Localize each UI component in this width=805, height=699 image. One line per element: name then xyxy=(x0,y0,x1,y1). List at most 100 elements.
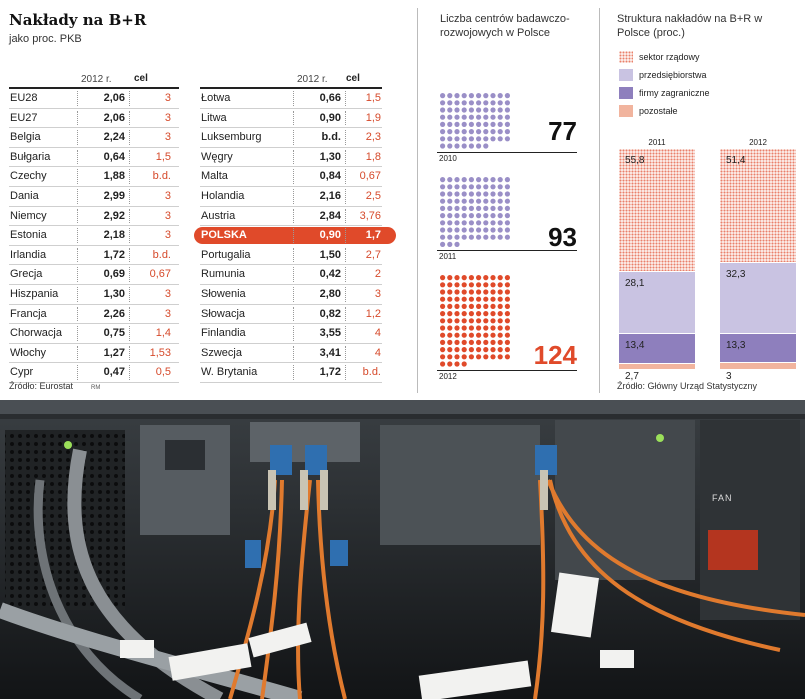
column-separator xyxy=(129,228,130,243)
column-separator xyxy=(129,365,130,380)
country-name: Czechy xyxy=(10,170,47,183)
bar-segment xyxy=(619,364,695,369)
column-separator xyxy=(293,91,294,106)
table-row: W. Brytania 1,72 b.d. xyxy=(200,363,382,383)
target-value: 1,5 xyxy=(365,92,381,104)
column-separator xyxy=(77,345,78,361)
center-dot xyxy=(440,282,446,288)
center-count: 93 xyxy=(548,222,577,252)
table-row: Finlandia 3,55 4 xyxy=(200,324,382,344)
center-dot xyxy=(490,184,496,190)
table-row: Grecja 0,69 0,67 xyxy=(9,265,179,285)
table-row: Austria 2,84 3,76 xyxy=(200,207,382,227)
column-year: 2012 xyxy=(749,138,767,147)
center-dot xyxy=(483,177,489,183)
center-dot xyxy=(461,205,467,211)
center-dot xyxy=(504,205,510,211)
target-value: 4 xyxy=(374,346,381,359)
country-name: EU27 xyxy=(10,111,38,124)
center-dot xyxy=(447,227,453,233)
center-dot xyxy=(468,289,474,295)
center-dot xyxy=(497,198,503,204)
column-separator xyxy=(77,169,78,184)
target-value: 3 xyxy=(164,307,171,320)
center-dot xyxy=(497,275,503,281)
value-2012: 1,30 xyxy=(319,150,341,163)
center-dot xyxy=(447,234,453,240)
value-2012: 2,99 xyxy=(103,189,125,202)
center-dot xyxy=(490,227,496,233)
center-dot xyxy=(476,122,482,128)
segment-value: 32,3 xyxy=(726,268,746,280)
legend-swatch xyxy=(619,87,633,99)
center-dot xyxy=(497,347,503,353)
center-dot xyxy=(504,282,510,288)
center-dot xyxy=(454,340,460,346)
center-dot xyxy=(447,184,453,190)
source-note-right: Źródło: Główny Urząd Statystyczny xyxy=(617,381,758,391)
center-dot xyxy=(490,304,496,310)
center-dot xyxy=(454,325,460,331)
bar-segment xyxy=(720,363,796,369)
target-value: b.d. xyxy=(152,248,171,261)
column-separator xyxy=(77,91,78,106)
center-dot xyxy=(497,220,503,226)
target-value: 3 xyxy=(164,209,171,222)
center-dot xyxy=(490,325,496,331)
center-dot xyxy=(461,234,467,240)
value-2012: 2,26 xyxy=(103,307,125,320)
center-dot xyxy=(476,227,482,233)
center-dot xyxy=(447,332,453,339)
segment-value: 28,1 xyxy=(625,278,645,290)
country-name: W. Brytania xyxy=(201,366,258,379)
center-dot xyxy=(461,191,467,197)
center-dot xyxy=(497,325,503,331)
value-2012: b.d. xyxy=(321,131,341,144)
country-name: Słowacja xyxy=(201,307,246,320)
center-dot xyxy=(476,213,482,219)
center-dot xyxy=(476,296,482,303)
table-row: Czechy 1,88 b.d. xyxy=(9,167,179,187)
center-dot xyxy=(483,129,489,135)
center-dot xyxy=(490,347,496,353)
center-dot xyxy=(440,143,446,149)
center-dot xyxy=(490,275,496,281)
center-dot xyxy=(497,100,503,106)
center-dot xyxy=(440,136,446,142)
country-name: Austria xyxy=(201,209,236,222)
center-dot xyxy=(497,354,503,360)
legend-swatch xyxy=(619,105,633,117)
center-dot xyxy=(504,191,510,197)
center-dot xyxy=(483,227,489,233)
column-separator xyxy=(129,306,130,322)
country-name: Włochy xyxy=(10,346,47,359)
center-dot xyxy=(476,184,482,190)
table-row: Bułgaria 0,64 1,5 xyxy=(9,148,179,168)
center-dot xyxy=(468,100,474,106)
center-dot xyxy=(440,325,446,331)
center-dot xyxy=(483,205,489,211)
center-dot xyxy=(483,275,489,281)
center-dot xyxy=(504,296,510,303)
center-dot xyxy=(483,143,489,149)
center-dot xyxy=(461,340,467,346)
center-dot xyxy=(461,198,467,204)
table-row: Holandia 2,16 2,5 xyxy=(200,187,382,207)
center-dot xyxy=(476,275,482,281)
country-name: Belgia xyxy=(10,131,41,144)
center-dot xyxy=(504,289,510,295)
center-dot xyxy=(454,347,460,353)
center-dot xyxy=(454,122,460,128)
table-row: Estonia 2,18 3 xyxy=(9,226,179,246)
value-2012: 3,55 xyxy=(319,327,341,340)
center-dot xyxy=(490,114,496,121)
center-dot xyxy=(483,213,489,219)
center-dot xyxy=(476,100,482,106)
country-name: Chorwacja xyxy=(10,327,62,340)
column-separator xyxy=(345,228,346,243)
year-label: 2011 xyxy=(439,252,457,261)
table-row: Chorwacja 0,75 1,4 xyxy=(9,324,179,344)
country-name: Estonia xyxy=(10,229,47,242)
center-dot xyxy=(476,332,482,339)
column-year: 2011 xyxy=(648,138,666,147)
